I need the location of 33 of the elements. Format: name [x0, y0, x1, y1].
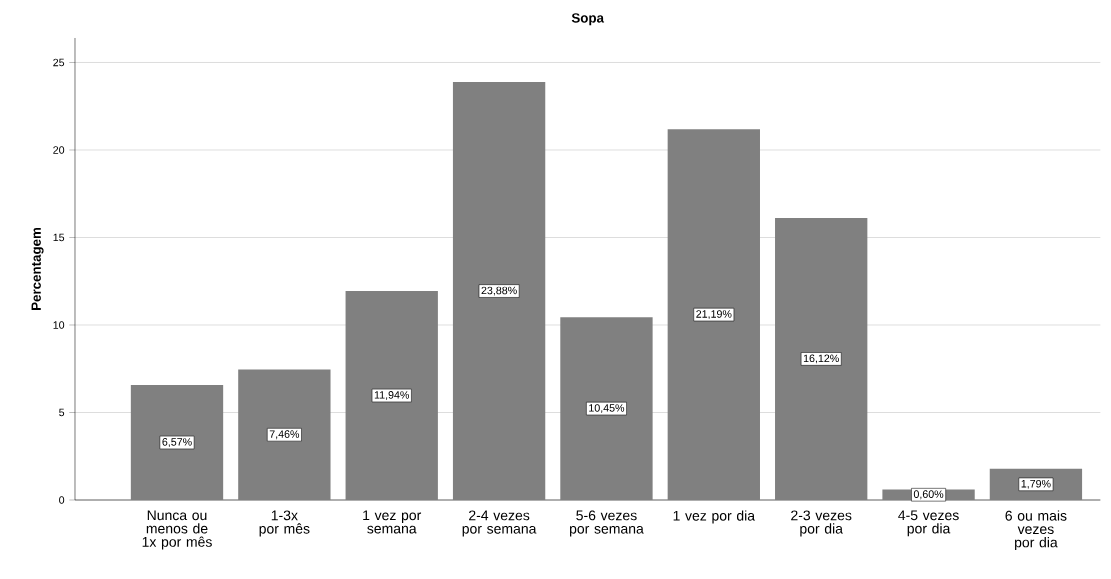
- bar: [560, 317, 653, 500]
- y-tick-label: 15: [53, 233, 65, 242]
- data-label: 21,19%: [696, 310, 732, 319]
- bar: [452, 82, 546, 500]
- bar: [345, 291, 438, 500]
- x-tick-label: 6 ou mais vezes por dia: [1005, 510, 1067, 551]
- y-tick-label: 0: [59, 496, 65, 504]
- y-tick-label: 20: [53, 146, 65, 154]
- data-label: 11,94%: [374, 391, 410, 400]
- data-label: 23,88%: [481, 286, 517, 296]
- data-label: 7,46%: [269, 430, 300, 440]
- data-label: 0,60%: [913, 490, 944, 500]
- data-label: 1,79%: [1021, 479, 1051, 489]
- x-tick-label: 1 vez por semana: [363, 510, 422, 534]
- x-tick-label: 4-5 vezes por dia: [898, 510, 959, 537]
- y-tick-label: 10: [53, 321, 65, 329]
- x-tick-label: 1-3x por mês: [259, 510, 310, 537]
- x-tick-label: 2-4 vezes por semana: [462, 510, 537, 537]
- bar: [667, 129, 760, 500]
- bar: [130, 385, 224, 500]
- data-label: 6,57%: [162, 438, 192, 447]
- y-tick-label: 25: [53, 58, 65, 67]
- data-label: 10,45%: [589, 404, 625, 413]
- x-tick-label: 1 vez por dia: [673, 510, 756, 524]
- x-tick-label: 5-6 vezes por semana: [570, 510, 644, 537]
- x-tick-label: Nunca ou menos de 1x por mês: [142, 510, 212, 550]
- bar: [238, 369, 331, 500]
- y-axis-title: Percentagem: [31, 227, 44, 310]
- x-tick-label: 2-3 vezes por dia: [791, 510, 852, 537]
- chart-title: Sopa: [571, 13, 605, 26]
- bar: [775, 217, 868, 500]
- y-tick-label: 5: [59, 408, 65, 417]
- data-label: 16,12%: [803, 354, 839, 364]
